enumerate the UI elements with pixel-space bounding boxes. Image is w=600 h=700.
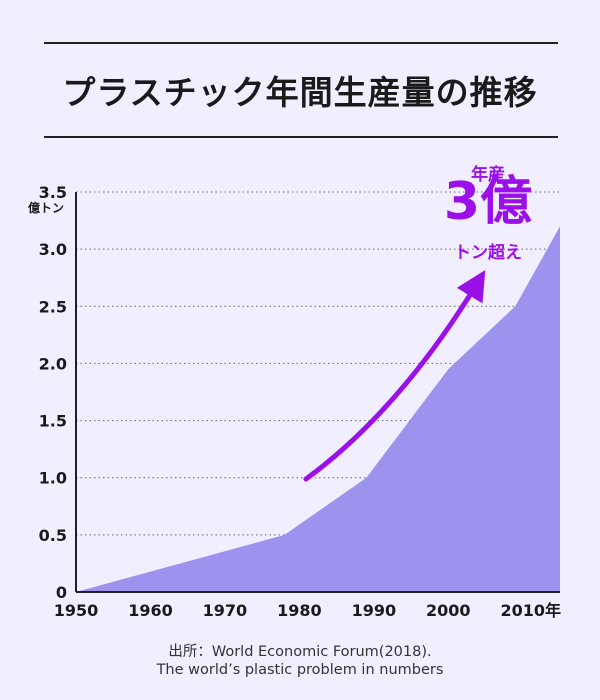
chart-title: プラスチック年間生産量の推移 [62,73,538,112]
annotation-top: 年産 [471,165,505,185]
x-tick-label: 1960 [128,601,173,620]
top-rule [44,42,558,44]
source-line-1: 出所：World Economic Forum(2018). [168,644,432,660]
y-tick-label: 2.0 [39,354,67,373]
y-tick-label: 1.0 [39,469,67,488]
x-tick-label: 2010年 [500,601,561,620]
production-area [76,226,560,593]
annotation-main: 3億 [443,172,533,232]
x-tick-label: 1970 [203,601,248,620]
x-tick-label: 2000 [426,601,471,620]
x-tick-label: 1950 [54,601,99,620]
x-tick-label: 1980 [277,601,322,620]
y-tick-label: 3.5 [39,183,67,202]
y-axis-unit-label: 億トン [28,200,64,215]
source-line-2: The world’s plastic problem in numbers [156,662,444,678]
bottom-rule [44,136,558,138]
y-tick-label: 0.5 [39,526,67,545]
y-tick-label: 2.5 [39,297,67,316]
annotation-bottom: トン超え [454,243,522,263]
y-tick-label: 1.5 [39,412,67,431]
x-tick-label: 1990 [352,601,397,620]
y-tick-label: 3.0 [39,240,67,259]
trend-arrow [303,270,486,482]
y-tick-label: 0 [56,583,67,602]
